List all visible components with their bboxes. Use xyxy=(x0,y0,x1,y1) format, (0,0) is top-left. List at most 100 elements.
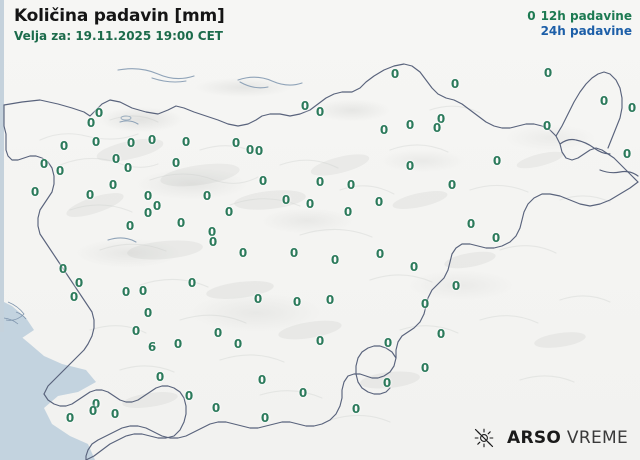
station-value: 0 xyxy=(110,407,120,421)
station-value: 0 xyxy=(466,217,476,231)
station-value: 0 xyxy=(207,225,217,239)
station-value: 0 xyxy=(131,324,141,338)
station-value: 0 xyxy=(390,67,400,81)
brand-text: ARSO VREME xyxy=(507,428,628,448)
station-value: 0 xyxy=(108,178,118,192)
station-value: 0 xyxy=(379,123,389,137)
station-value: 0 xyxy=(315,105,325,119)
station-value: 0 xyxy=(224,205,234,219)
station-value: 0 xyxy=(300,99,310,113)
station-value: 0 xyxy=(382,376,392,390)
sun-cloud-icon xyxy=(474,428,494,448)
station-value: 0 xyxy=(405,118,415,132)
station-value: 0 xyxy=(74,276,84,290)
station-value: 0 xyxy=(622,147,632,161)
brand-name-bold: ARSO xyxy=(507,428,562,448)
station-value: 0 xyxy=(432,121,442,135)
legend-label-12h: 12h padavine xyxy=(540,9,632,23)
station-value: 0 xyxy=(94,106,104,120)
station-value: 0 xyxy=(30,185,40,199)
station-value: 0 xyxy=(231,136,241,150)
station-value: 0 xyxy=(143,189,153,203)
valid-time-subtitle: Velja za: 19.11.2025 19:00 CET xyxy=(14,29,223,43)
station-value: 0 xyxy=(121,285,131,299)
legend-item-12h: 0 12h padavine xyxy=(527,9,632,24)
station-value: 0 xyxy=(155,370,165,384)
station-value: 0 xyxy=(627,101,637,115)
station-value: 0 xyxy=(111,152,121,166)
legend-label-24h: 24h padavine xyxy=(540,24,632,38)
station-value: 0 xyxy=(143,306,153,320)
station-value: 0 xyxy=(58,262,68,276)
station-value: 0 xyxy=(436,327,446,341)
station-value: 0 xyxy=(65,411,75,425)
station-value: 0 xyxy=(211,401,221,415)
station-value: 0 xyxy=(91,397,101,411)
station-value: 0 xyxy=(138,284,148,298)
station-value: 0 xyxy=(436,112,446,126)
station-value: 0 xyxy=(405,159,415,173)
station-value: 0 xyxy=(173,337,183,351)
station-value: 0 xyxy=(315,175,325,189)
station-value: 0 xyxy=(260,411,270,425)
brand-name-regular: VREME xyxy=(566,428,628,448)
station-value: 0 xyxy=(55,164,65,178)
station-value: 0 xyxy=(245,143,255,157)
station-value: 0 xyxy=(305,197,315,211)
station-value: 0 xyxy=(233,337,243,351)
station-value: 0 xyxy=(420,297,430,311)
legend-item-24h: 24h padavine xyxy=(527,24,632,39)
station-value: 0 xyxy=(491,231,501,245)
station-value: 0 xyxy=(184,389,194,403)
station-value: 0 xyxy=(257,373,267,387)
legend: 0 12h padavine 24h padavine xyxy=(527,9,632,39)
station-value: 0 xyxy=(281,193,291,207)
station-value: 0 xyxy=(542,119,552,133)
station-value: 0 xyxy=(88,404,98,418)
station-value: 0 xyxy=(492,154,502,168)
station-value: 0 xyxy=(39,157,49,171)
station-value: 0 xyxy=(202,189,212,203)
arso-vreme-logo: ARSO VREME xyxy=(472,426,628,450)
station-value: 0 xyxy=(292,295,302,309)
station-value: 0 xyxy=(258,174,268,188)
station-value: 0 xyxy=(409,260,419,274)
station-value: 0 xyxy=(176,216,186,230)
station-value: 0 xyxy=(208,235,218,249)
station-value: 0 xyxy=(325,293,335,307)
station-value: 0 xyxy=(343,205,353,219)
page-title: Količina padavin [mm] xyxy=(14,6,225,26)
station-value: 0 xyxy=(420,361,430,375)
station-value: 0 xyxy=(125,219,135,233)
station-value: 0 xyxy=(171,156,181,170)
station-value: 0 xyxy=(298,386,308,400)
station-value: 0 xyxy=(289,246,299,260)
station-value: 0 xyxy=(123,161,133,175)
station-value: 0 xyxy=(85,188,95,202)
station-value: 0 xyxy=(181,135,191,149)
station-value: 0 xyxy=(447,178,457,192)
station-value: 0 xyxy=(346,178,356,192)
station-value: 0 xyxy=(374,195,384,209)
station-value: 0 xyxy=(375,247,385,261)
station-value: 0 xyxy=(351,402,361,416)
legend-sample-value-12h: 0 xyxy=(527,9,536,23)
station-value: 0 xyxy=(450,77,460,91)
station-value: 0 xyxy=(451,279,461,293)
station-value: 0 xyxy=(383,336,393,350)
station-value: 0 xyxy=(147,133,157,147)
station-value: 0 xyxy=(69,290,79,304)
station-value: 0 xyxy=(91,135,101,149)
station-value: 0 xyxy=(143,206,153,220)
station-value: 0 xyxy=(59,139,69,153)
station-value: 0 xyxy=(315,334,325,348)
station-value: 0 xyxy=(253,292,263,306)
station-value: 0 xyxy=(126,136,136,150)
station-value: 0 xyxy=(330,253,340,267)
station-value: 0 xyxy=(599,94,609,108)
